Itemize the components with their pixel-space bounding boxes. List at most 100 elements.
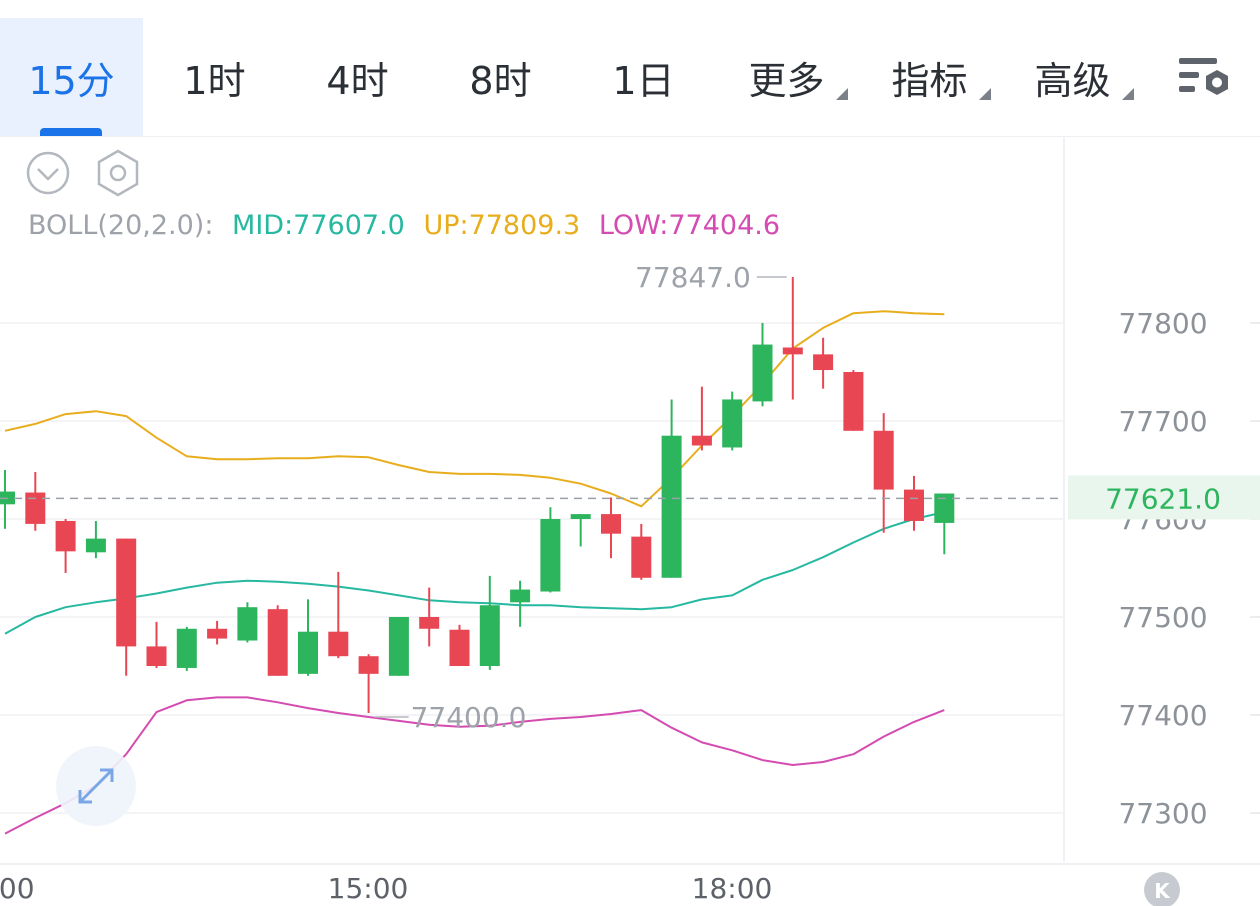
candlesticks xyxy=(0,276,955,714)
chart-settings-button[interactable] xyxy=(1150,18,1260,136)
k-circle-icon xyxy=(1144,872,1180,906)
candle-body xyxy=(691,435,712,446)
boll-upper-line xyxy=(4,310,945,508)
tab-1h[interactable]: 1时 xyxy=(143,18,286,136)
candle-body xyxy=(237,607,258,641)
candle xyxy=(479,575,500,670)
candle-body xyxy=(146,646,167,666)
candle xyxy=(540,507,561,593)
candle xyxy=(388,617,409,676)
candle-body xyxy=(570,514,591,519)
high-price-label: 77847.0 xyxy=(635,261,751,294)
jump-latest-button[interactable]: K xyxy=(1144,872,1180,906)
tab-15m[interactable]: 15分 xyxy=(0,18,143,136)
last-price-label: 77621.0 xyxy=(1105,482,1221,515)
boll-mid-line xyxy=(4,511,945,635)
candle xyxy=(267,605,288,676)
price-tick-label: 77800 xyxy=(1118,307,1207,340)
candle-body xyxy=(449,629,470,666)
price-tick-label: 77700 xyxy=(1118,405,1207,438)
candle xyxy=(176,626,197,671)
candle-body xyxy=(328,631,349,657)
active-tab-indicator xyxy=(40,128,102,136)
candle-body xyxy=(601,514,621,534)
dropdown-corner-icon xyxy=(836,88,848,100)
candle-body xyxy=(661,435,682,578)
price-tick-label: 77400 xyxy=(1118,699,1207,732)
tab-8h-label: 8时 xyxy=(469,58,532,103)
tab-8h[interactable]: 8时 xyxy=(429,18,572,136)
boll-bands xyxy=(4,310,945,835)
collapse-indicator-button[interactable] xyxy=(26,151,70,195)
boll-low-value: LOW:77404.6 xyxy=(599,210,780,241)
low-price-label: 77400.0 xyxy=(411,701,527,734)
candle xyxy=(570,514,591,547)
chevron-down-circle-icon xyxy=(26,151,70,195)
candle-body xyxy=(722,399,743,448)
candle-body xyxy=(388,617,409,676)
candle xyxy=(782,276,803,400)
candle xyxy=(934,493,955,555)
time-tick-label: :00 xyxy=(0,872,35,905)
candle xyxy=(146,621,167,668)
timeframe-tabbar: 15分 1时 4时 8时 1日 更多 指标 高级 xyxy=(0,0,1260,137)
candle xyxy=(631,523,652,580)
candle xyxy=(904,475,924,531)
candle-body xyxy=(116,538,137,647)
candle-body xyxy=(55,520,76,552)
candle-body xyxy=(25,492,46,524)
candle xyxy=(873,413,894,533)
expand-arrows-icon xyxy=(78,768,114,804)
candle xyxy=(328,571,349,659)
price-tick-label: 77300 xyxy=(1118,797,1207,830)
tab-1h-label: 1时 xyxy=(183,58,246,103)
time-tick-label: 18:00 xyxy=(692,872,773,905)
candle xyxy=(207,620,228,645)
svg-text:K: K xyxy=(1154,879,1171,903)
candle xyxy=(722,391,743,451)
chart-settings-icon xyxy=(1179,58,1228,95)
hexagon-gear-icon xyxy=(97,149,139,197)
boll-mid-value: MID:77607.0 xyxy=(232,210,405,241)
dropdown-corner-icon xyxy=(979,88,991,100)
svg-text:BOLL(20,2.0): MID:77607.0: BOLL(20,2.0): MID:77607.0 UP:77809.3 LOW… xyxy=(28,210,780,241)
candle xyxy=(116,538,137,676)
candle xyxy=(752,323,773,407)
price-gridlines xyxy=(0,322,1260,814)
candle xyxy=(510,580,531,627)
candle-body xyxy=(358,656,379,674)
candle xyxy=(601,497,621,559)
time-axis-labels: :00 15:00 18:00 xyxy=(0,872,772,905)
candle xyxy=(419,587,440,647)
dropdown-corner-icon xyxy=(1122,88,1134,100)
candle xyxy=(25,471,46,531)
chevron-down-icon xyxy=(37,168,59,181)
candle xyxy=(85,520,106,559)
indicator-settings-button[interactable] xyxy=(97,149,139,197)
tab-15m-label: 15分 xyxy=(28,58,115,103)
fullscreen-button[interactable] xyxy=(56,746,136,826)
candle-body xyxy=(298,631,318,674)
boll-lower-line xyxy=(4,696,945,835)
tab-more-dropdown[interactable]: 更多 xyxy=(715,18,858,136)
tab-4h[interactable]: 4时 xyxy=(286,18,429,136)
candle xyxy=(298,599,318,676)
candle-body xyxy=(873,430,894,490)
tab-1d[interactable]: 1日 xyxy=(572,18,715,136)
tab-1d-label: 1日 xyxy=(612,58,675,103)
time-tick-label: 15:00 xyxy=(328,872,409,905)
candle-body xyxy=(752,344,773,402)
last-price-badge xyxy=(1068,475,1260,520)
candle xyxy=(237,602,258,643)
candle-body xyxy=(510,589,531,603)
candle xyxy=(691,386,712,451)
candle xyxy=(55,519,76,573)
candle-body xyxy=(85,538,106,553)
candle-body xyxy=(176,628,197,668)
boll-up-value: UP:77809.3 xyxy=(423,210,580,241)
tab-indicators-dropdown[interactable]: 指标 xyxy=(858,18,1001,136)
tab-advanced-dropdown[interactable]: 高级 xyxy=(1001,18,1144,136)
price-markers: 77621.0 77847.0 77400.0 xyxy=(0,261,1260,734)
